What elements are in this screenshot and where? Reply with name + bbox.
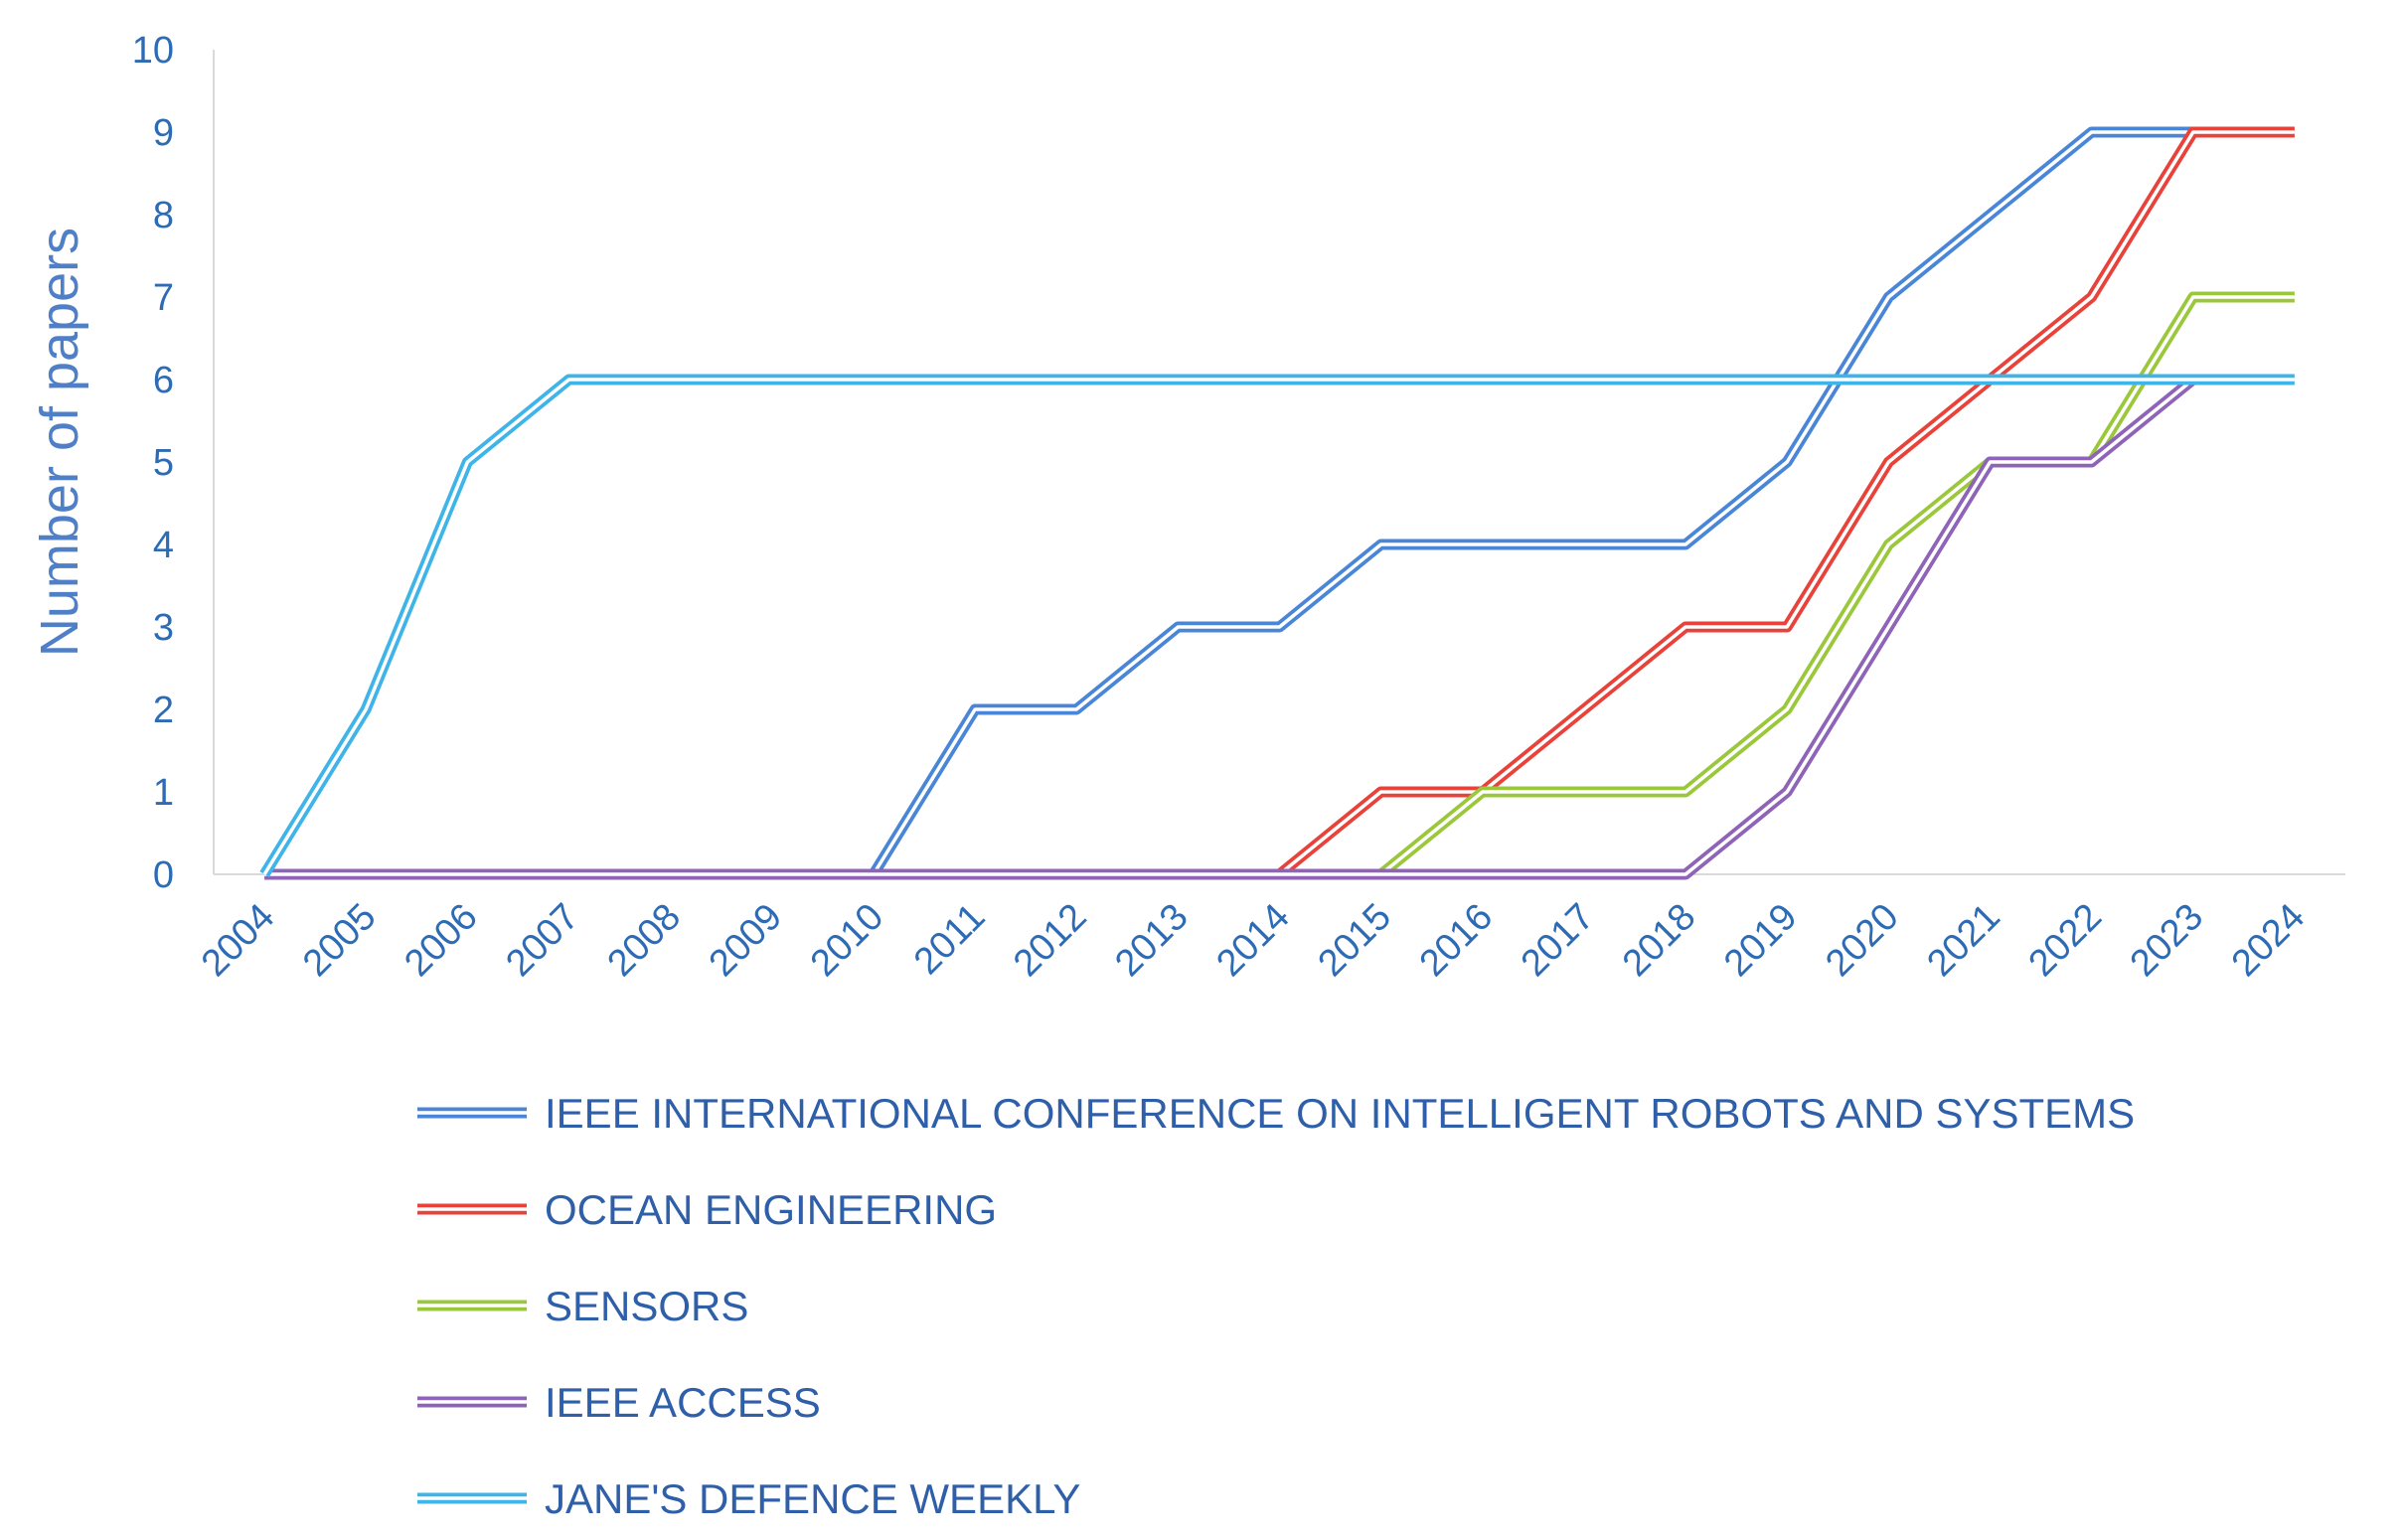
y-tick-label: 2 [153,690,174,731]
legend-label: IEEE ACCESS [545,1379,821,1426]
x-tick-label: 2012 [1006,896,1094,985]
x-tick-label: 2009 [702,896,790,985]
x-tick-label: 2005 [295,896,384,985]
legend-label: IEEE INTERNATIONAL CONFERENCE ON INTELLI… [545,1090,2135,1137]
x-tick-label: 2016 [1412,896,1501,985]
legend-item: IEEE ACCESS [417,1379,821,1426]
series-line-outer [1276,126,2295,879]
y-tick-label: 10 [132,30,174,72]
x-tick-label: 2004 [194,896,282,985]
series-line-inner [1278,130,2295,876]
x-tick-label: 2015 [1311,896,1399,985]
series-line-inner [262,378,2295,875]
legend-label: SENSORS [545,1283,748,1329]
x-tick-label: 2010 [803,896,891,985]
y-tick-label: 5 [153,442,174,484]
x-tick-label: 2019 [1716,896,1805,985]
legend-item: SENSORS [417,1283,748,1329]
y-tick-label: 7 [153,277,174,319]
legend-label: JANE'S DEFENCE WEEKLY [545,1475,1080,1522]
series-line-inner [872,130,2193,875]
x-tick-label: 2014 [1208,896,1297,985]
x-tick-label: 2013 [1107,896,1196,985]
x-tick-label: 2021 [1919,896,2007,985]
axes: 0 1 2 3 4 5 6 7 8 9 10 2004 2005 2006 2007 2008 2009 2010… [132,30,2345,985]
series-line [1276,126,2295,879]
legend: IEEE INTERNATIONAL CONFERENCE ON INTELLI… [417,1090,2135,1522]
series-line [259,374,2295,877]
y-tick-label: 1 [153,772,174,814]
x-tick-label: 2018 [1615,896,1703,985]
x-tick-label: 2023 [2123,896,2211,985]
x-tick-label: 2008 [600,896,689,985]
series-line [869,126,2193,877]
y-tick-label: 4 [153,525,174,566]
y-axis-label: Number of papers [30,228,89,657]
y-tick-label: 8 [153,195,174,236]
legend-item: OCEAN ENGINEERING [417,1186,997,1233]
x-tick-label: 2024 [2224,896,2313,985]
x-tick-label: 2011 [906,896,993,983]
y-tick-label: 9 [153,112,174,154]
series-line [264,375,2197,880]
x-tick-label: 2022 [2021,896,2110,985]
x-tick-label: 2007 [498,896,586,985]
y-tick-label: 0 [153,854,174,896]
series-layer [259,126,2295,880]
x-tick-label: 2020 [1818,896,1906,985]
x-tick-label: 2006 [397,896,485,985]
legend-item: IEEE INTERNATIONAL CONFERENCE ON INTELLI… [417,1090,2135,1137]
legend-item: JANE'S DEFENCE WEEKLY [417,1475,1080,1522]
series-line-outer [869,126,2193,877]
x-tick-label: 2017 [1514,896,1602,985]
legend-label: OCEAN ENGINEERING [545,1186,997,1233]
series-line-inner [264,378,2194,876]
y-tick-label: 6 [153,360,174,401]
y-tick-label: 3 [153,607,174,649]
